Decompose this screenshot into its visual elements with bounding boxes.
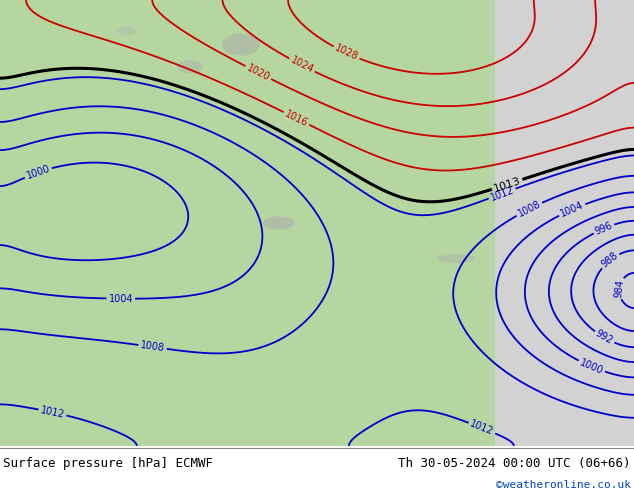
Bar	[0, 0, 495, 446]
Ellipse shape	[263, 216, 295, 230]
Text: 1012: 1012	[39, 405, 65, 420]
Text: 1024: 1024	[288, 55, 315, 75]
Bar	[495, 0, 634, 446]
Text: 1008: 1008	[139, 340, 165, 353]
Text: 1000: 1000	[578, 357, 605, 376]
Text: 1013: 1013	[492, 175, 522, 194]
Text: 1000: 1000	[25, 164, 51, 181]
Text: 992: 992	[594, 328, 615, 346]
Ellipse shape	[437, 254, 476, 263]
Ellipse shape	[111, 24, 143, 38]
Ellipse shape	[222, 33, 260, 56]
Ellipse shape	[469, 208, 495, 238]
Text: 984: 984	[613, 279, 625, 298]
Text: 1016: 1016	[283, 109, 309, 128]
Text: 988: 988	[600, 251, 620, 270]
Text: 1004: 1004	[108, 294, 133, 304]
Text: 1012: 1012	[489, 185, 515, 202]
Ellipse shape	[149, 145, 168, 158]
Ellipse shape	[273, 143, 298, 170]
Ellipse shape	[178, 60, 203, 74]
Text: 1012: 1012	[469, 419, 495, 437]
Text: Surface pressure [hPa] ECMWF: Surface pressure [hPa] ECMWF	[3, 457, 213, 470]
Text: 1028: 1028	[333, 43, 359, 63]
Ellipse shape	[235, 80, 297, 117]
Text: 1004: 1004	[559, 200, 585, 219]
Ellipse shape	[117, 27, 136, 36]
Ellipse shape	[302, 312, 332, 331]
Text: 996: 996	[593, 220, 614, 237]
Text: 1020: 1020	[245, 63, 271, 83]
Ellipse shape	[133, 114, 158, 136]
Text: Th 30-05-2024 00:00 UTC (06+66): Th 30-05-2024 00:00 UTC (06+66)	[398, 457, 631, 470]
Text: 1008: 1008	[516, 199, 543, 219]
Text: ©weatheronline.co.uk: ©weatheronline.co.uk	[496, 480, 631, 490]
Bar	[495, 0, 634, 446]
